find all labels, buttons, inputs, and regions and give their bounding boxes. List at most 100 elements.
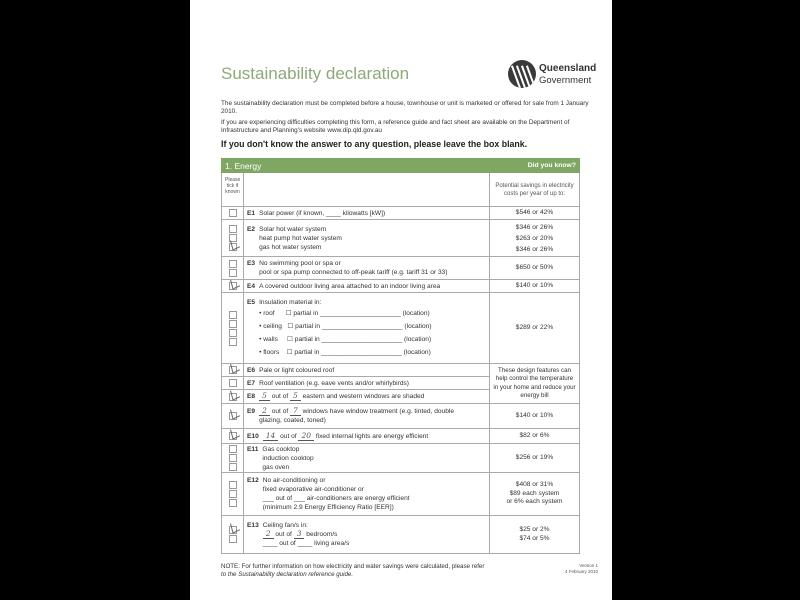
description-text: out of bbox=[278, 432, 299, 440]
description-line: E8 5 out of 5 eastern and western windows… bbox=[247, 391, 486, 401]
footer-note: NOTE: For further information on how ele… bbox=[221, 563, 541, 578]
section-header: 1. Energy Did you know? bbox=[221, 158, 580, 173]
description-text: fixed internal lights are energy efficie… bbox=[314, 432, 429, 440]
description-cell: E6 Pale or light coloured roof bbox=[243, 363, 490, 377]
intro-paragraph-1: The sustainability declaration must be c… bbox=[221, 100, 589, 115]
checkbox[interactable] bbox=[228, 463, 237, 471]
savings-cell: $650 or 50% bbox=[489, 256, 580, 280]
checkbox[interactable] bbox=[228, 535, 237, 543]
description-line: E132 out of 3 bedroom/s bbox=[247, 529, 486, 539]
handwritten-value: 5 bbox=[290, 391, 301, 401]
description-text: out of bbox=[273, 531, 294, 538]
description-text: induction cooktop bbox=[262, 454, 314, 462]
savings-cell: $289 or 22% bbox=[489, 292, 580, 364]
description-text: • floors ☐ partial in __________________… bbox=[259, 348, 431, 356]
item-code: E9 bbox=[247, 408, 256, 415]
checkbox[interactable] bbox=[228, 481, 237, 489]
item-code: E5 bbox=[247, 298, 256, 306]
savings-value: or 6% each system bbox=[506, 498, 563, 506]
description-line: E5 Insulation material in: bbox=[247, 298, 486, 307]
checkbox[interactable] bbox=[228, 392, 237, 401]
savings-value: $82 or 6% bbox=[519, 431, 550, 439]
checkbox[interactable] bbox=[228, 499, 237, 507]
description-text: bedroom/s bbox=[304, 531, 338, 538]
description-text: (minimum 2.9 Energy Efficiency Ratio [EE… bbox=[262, 504, 394, 511]
tick-cell bbox=[221, 376, 244, 390]
tick-cell bbox=[221, 515, 244, 554]
tick-cell bbox=[221, 292, 244, 364]
checkbox[interactable] bbox=[228, 412, 237, 420]
description-text: • walls ☐ partial in ___________________… bbox=[259, 335, 432, 343]
savings-value: $346 or 26% bbox=[515, 223, 554, 231]
checkbox[interactable] bbox=[228, 490, 237, 498]
handwritten-value: 2 bbox=[259, 406, 270, 416]
logo-line-1: Queensland bbox=[539, 63, 597, 74]
checkbox[interactable] bbox=[228, 328, 237, 337]
checkbox[interactable] bbox=[228, 259, 237, 268]
item-code: E13 bbox=[247, 522, 259, 529]
description-text: • roof ☐ partial in ____________________… bbox=[259, 309, 430, 317]
tick-cell bbox=[221, 389, 244, 404]
checkbox[interactable] bbox=[228, 319, 237, 328]
description-text: heat pump hot water system bbox=[259, 234, 342, 242]
item-code: E6 bbox=[247, 366, 256, 374]
description-line: E9 2 out of 7 windows have window treatme… bbox=[247, 406, 486, 416]
description-text: Roof ventilation (e.g. eave vents and/or… bbox=[259, 379, 409, 387]
handwritten-value: 5 bbox=[259, 391, 270, 401]
checkbox[interactable] bbox=[228, 243, 237, 251]
savings-value: $289 or 22% bbox=[515, 323, 554, 331]
checkbox[interactable] bbox=[228, 310, 237, 319]
description-line: E11gas oven bbox=[247, 463, 486, 472]
queensland-government-logo: Queensland Government bbox=[508, 60, 603, 92]
description-text: gas hot water system bbox=[259, 243, 322, 251]
description-text: ___ out of ___ air-conditioners are ener… bbox=[262, 495, 410, 502]
savings-value: $89 each system bbox=[509, 489, 560, 497]
tick-cell bbox=[221, 279, 244, 293]
savings-value: $140 or 10% bbox=[515, 281, 554, 289]
item-code: E2 bbox=[247, 225, 256, 233]
note-line-1: NOTE: For further information on how ele… bbox=[221, 563, 485, 570]
section-title: 1. Energy bbox=[221, 158, 490, 173]
page-title: Sustainability declaration bbox=[221, 64, 410, 83]
checkbox[interactable] bbox=[228, 337, 237, 346]
description-line: E12fixed evaporative air-conditioner or bbox=[247, 485, 486, 494]
version-date: 4 February 2010 bbox=[564, 569, 598, 574]
checkbox[interactable] bbox=[228, 454, 237, 462]
checkbox[interactable] bbox=[228, 379, 237, 387]
version-info: Version 1 4 February 2010 bbox=[565, 563, 598, 575]
description-line: E1 Solar power (if known, ____ kilowatts … bbox=[247, 209, 486, 218]
checkbox[interactable] bbox=[228, 268, 237, 277]
row-e6: E6 Pale or light coloured roof These desig… bbox=[221, 363, 580, 404]
description-line: E13____ out of ____ living area/s bbox=[247, 539, 486, 548]
checkbox[interactable] bbox=[228, 526, 237, 534]
checkbox[interactable] bbox=[228, 432, 237, 440]
checkbox[interactable] bbox=[228, 282, 237, 290]
description-line: E11 Gas cooktop bbox=[247, 445, 486, 454]
checkbox[interactable] bbox=[228, 445, 237, 453]
description-text: out of bbox=[269, 393, 291, 400]
energy-table: 1. Energy Did you know? Please tick if k… bbox=[221, 158, 580, 554]
description-line: E13 Ceiling fan/s in: bbox=[247, 521, 486, 530]
row-e10: E10 14 out of 20 fixed internal lights ar… bbox=[221, 428, 580, 444]
description-line: E5• roof ☐ partial in __________________… bbox=[247, 307, 486, 320]
tick-cell bbox=[221, 219, 244, 257]
checkbox[interactable] bbox=[228, 209, 237, 217]
item-code: E3 bbox=[247, 260, 256, 267]
row-e9: E9 2 out of 7 windows have window treatme… bbox=[221, 403, 580, 429]
did-you-know-label: Did you know? bbox=[489, 158, 580, 173]
description-line: E3 No swimming pool or spa or bbox=[247, 259, 486, 268]
item-code: E11 bbox=[247, 445, 259, 453]
description-cell: E9 2 out of 7 windows have window treatme… bbox=[243, 403, 490, 429]
savings-cell: $25 or 2% $74 or 5% bbox=[489, 515, 580, 554]
savings-value: $546 or 42% bbox=[515, 208, 554, 216]
checkbox[interactable] bbox=[228, 366, 237, 374]
tick-cell bbox=[221, 428, 244, 444]
savings-value: These design features can help control t… bbox=[493, 366, 576, 400]
savings-cell: $346 or 26% $263 or 20% $346 or 26% bbox=[489, 219, 580, 257]
description-line: E5• ceiling ☐ partial in _______________… bbox=[247, 320, 486, 333]
checkbox[interactable] bbox=[228, 225, 237, 233]
